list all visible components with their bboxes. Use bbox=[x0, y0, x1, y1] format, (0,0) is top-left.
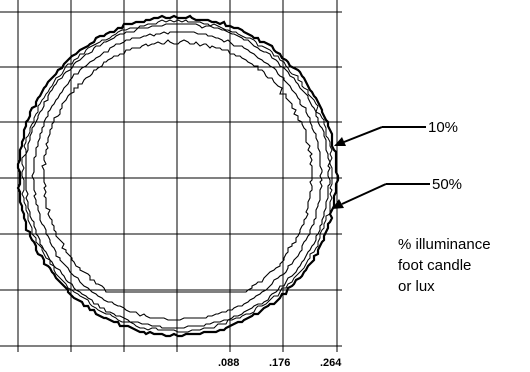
x-tick-label-088: .088 bbox=[218, 357, 239, 369]
contours bbox=[16, 14, 340, 338]
annotation-label-50: 50% bbox=[432, 176, 462, 193]
x-tick-label-176: .176 bbox=[269, 357, 290, 369]
x-axis bbox=[17, 346, 338, 352]
legend-note-line-2: foot candle bbox=[398, 257, 471, 274]
grid bbox=[0, 0, 342, 352]
annotation-10-percent: 10% bbox=[334, 119, 458, 146]
inner-contour bbox=[41, 39, 313, 293]
annotation-50-percent: 50% bbox=[332, 176, 462, 209]
outer-contour bbox=[16, 14, 340, 338]
annotation-label-10: 10% bbox=[428, 119, 458, 136]
outer-contour-band bbox=[21, 19, 333, 333]
legend-note-line-1: % illuminance bbox=[398, 236, 491, 253]
contour-2 bbox=[25, 23, 331, 329]
x-tick-label-264: .264 bbox=[320, 357, 342, 369]
contour-3 bbox=[31, 31, 323, 321]
legend-note-line-3: or lux bbox=[398, 278, 435, 295]
